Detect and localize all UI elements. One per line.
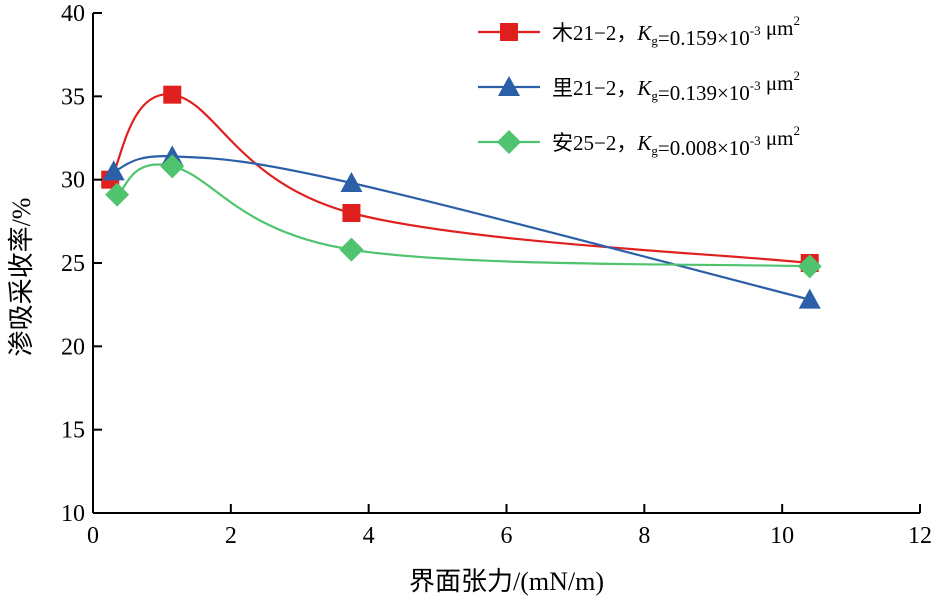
x-tick-label: 8	[638, 523, 650, 549]
y-tick-label: 10	[61, 501, 85, 527]
data-point-series-3	[339, 237, 364, 262]
data-point-series-1	[163, 85, 182, 104]
legend-item-3: 安25−2，Kg=0.008×10-3 μm2	[478, 123, 800, 160]
data-point-series-2	[340, 172, 363, 192]
x-tick-label: 6	[501, 523, 513, 549]
axes	[92, 12, 921, 514]
x-tick-label: 0	[87, 523, 99, 549]
data-point-series-3	[797, 254, 822, 279]
y-tick-label: 30	[61, 168, 85, 194]
legend-marker	[498, 76, 520, 96]
legend-marker	[497, 130, 521, 154]
legend: 木21−2，Kg=0.159×10-3 μm2 里21−2，Kg=0.139×10…	[478, 13, 800, 160]
series-markers	[101, 85, 822, 309]
y-axis-title: 渗吸采收率/%	[7, 198, 36, 357]
x-tick-label: 2	[225, 523, 237, 549]
legend-label: 里21−2，Kg=0.139×10-3 μm2	[552, 68, 800, 105]
legend-item-1: 木21−2，Kg=0.159×10-3 μm2	[478, 13, 800, 50]
series-line-3	[116, 163, 810, 268]
legend-marker	[500, 23, 518, 41]
series-line-2	[113, 155, 811, 301]
y-tick-label: 35	[61, 84, 85, 110]
data-point-series-3	[160, 154, 185, 179]
data-point-series-2	[798, 288, 821, 309]
y-tick-label: 40	[61, 1, 85, 27]
series-lines	[109, 93, 811, 301]
y-tick-label: 25	[61, 251, 85, 277]
x-tick-label: 12	[908, 523, 932, 549]
data-point-series-2	[102, 160, 125, 181]
legend-item-2: 里21−2，Kg=0.139×10-3 μm2	[478, 68, 800, 105]
x-tick-label: 4	[363, 523, 375, 549]
legend-label: 木21−2，Kg=0.159×10-3 μm2	[552, 13, 800, 50]
data-point-series-3	[105, 182, 130, 207]
y-tick-label: 15	[61, 418, 85, 444]
series-line-1	[109, 93, 810, 265]
legend-label: 安25−2，Kg=0.008×10-3 μm2	[552, 123, 800, 160]
y-tick-label: 20	[61, 334, 85, 360]
tick-labels: 0 2 4 6 8 10 12 10 15 20 25 30 35 40	[61, 1, 932, 549]
x-axis-title: 界面张力/(mN/m)	[409, 567, 604, 596]
x-tick-label: 10	[770, 523, 794, 549]
data-point-series-1	[342, 204, 361, 222]
